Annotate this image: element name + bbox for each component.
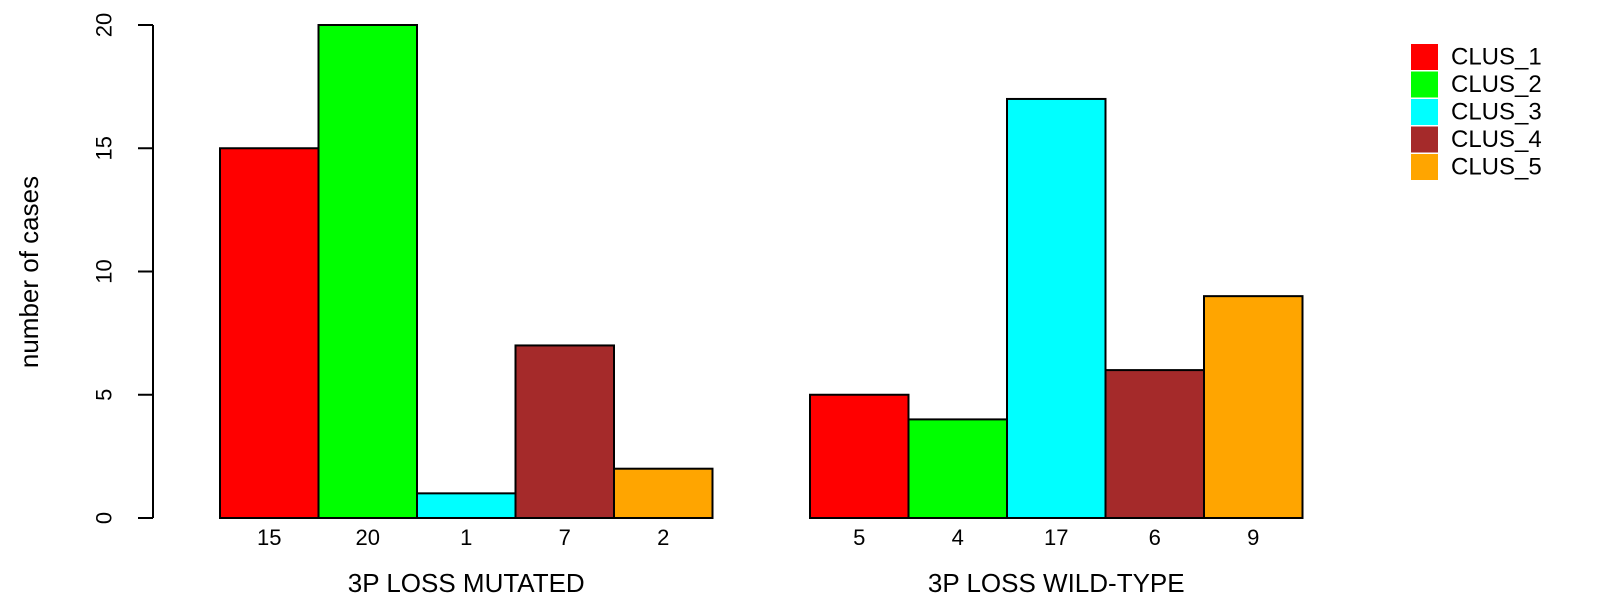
bar-clus-5-group-1 xyxy=(613,467,714,520)
legend-swatch-clus-1 xyxy=(1411,44,1438,70)
y-tick-label: 10 xyxy=(92,259,117,283)
legend-label: CLUS_4 xyxy=(1451,126,1542,153)
bar-clus-4-group-2 xyxy=(1104,369,1205,519)
bar-value-label: 2 xyxy=(657,525,669,550)
bar-value-label: 20 xyxy=(356,525,380,550)
y-axis: 0 5 10 15 20 xyxy=(92,13,154,524)
legend-swatch-clus-4 xyxy=(1411,126,1438,153)
bar-clus-1-group-1 xyxy=(219,147,320,519)
bar-clus-1-group-2 xyxy=(809,393,910,519)
bar-value-labels: 15 20 1 7 2 5 4 17 6 9 xyxy=(257,525,1259,550)
bar-clus-2-group-1 xyxy=(317,24,418,519)
bar-value-label: 7 xyxy=(559,525,571,550)
bar-value-label: 5 xyxy=(853,525,865,550)
y-tick-label: 20 xyxy=(92,13,117,37)
legend-label: CLUS_2 xyxy=(1451,71,1542,98)
bar-value-label: 4 xyxy=(952,525,964,550)
bar-clus-4-group-1 xyxy=(514,344,615,520)
legend-swatch-clus-3 xyxy=(1411,99,1438,125)
bars xyxy=(219,24,1304,520)
group-labels: 3P LOSS MUTATED 3P LOSS WILD-TYPE xyxy=(348,568,1185,598)
y-tick-label: 15 xyxy=(92,136,117,160)
bar-value-label: 6 xyxy=(1149,525,1161,550)
legend-label: CLUS_3 xyxy=(1451,99,1542,126)
y-axis-title: number of cases xyxy=(14,176,44,368)
y-tick-label: 5 xyxy=(92,389,117,401)
legend-label: CLUS_1 xyxy=(1451,44,1542,71)
legend-swatch-clus-5 xyxy=(1411,154,1438,180)
legend-label: CLUS_5 xyxy=(1451,154,1542,181)
bar-clus-3-group-1 xyxy=(416,492,517,520)
bar-clus-2-group-2 xyxy=(907,418,1008,519)
bar-value-label: 1 xyxy=(460,525,472,550)
group-label: 3P LOSS WILD-TYPE xyxy=(928,568,1185,598)
bar-clus-3-group-2 xyxy=(1006,97,1107,519)
bar-value-label: 9 xyxy=(1247,525,1259,550)
bar-clus-5-group-2 xyxy=(1203,295,1304,519)
legend-swatch-clus-2 xyxy=(1411,71,1438,98)
group-label: 3P LOSS MUTATED xyxy=(348,568,585,598)
bar-value-label: 17 xyxy=(1044,525,1068,550)
y-tick-label: 0 xyxy=(92,512,117,524)
bar-value-label: 15 xyxy=(257,525,281,550)
